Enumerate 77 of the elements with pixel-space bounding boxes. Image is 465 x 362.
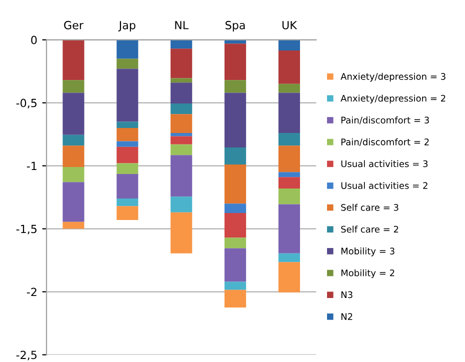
bar: [224, 44, 246, 80]
bar: [170, 133, 192, 136]
bar: [116, 198, 138, 206]
bar: [278, 92, 300, 134]
bar: [278, 253, 300, 262]
bar: [62, 92, 84, 135]
x-tick-label: Jap: [118, 21, 136, 32]
bar: [62, 80, 84, 93]
bar: [116, 58, 138, 69]
bar: [116, 146, 138, 164]
bar: [116, 128, 138, 142]
bar: [170, 78, 192, 83]
bar: [116, 68, 138, 122]
bar: [116, 141, 138, 147]
bar: [170, 196, 192, 212]
bar: [116, 122, 138, 128]
legend-label: N2: [341, 313, 352, 320]
y-tick-label: -2,5: [16, 350, 37, 360]
bar: [170, 40, 192, 49]
y-tick-label: 0: [31, 36, 37, 44]
bar: [278, 84, 300, 93]
bar: [278, 40, 300, 51]
bar: [278, 177, 300, 188]
bar: [278, 188, 300, 204]
bar: [62, 134, 84, 146]
legend-label: Pain/discomfort = 2: [341, 138, 429, 146]
legend-label: Pain/discomfort = 3: [341, 116, 429, 124]
legend-label: Anxiety/depression = 3: [340, 72, 446, 82]
bar: [170, 82, 192, 104]
bar: [62, 40, 84, 80]
y-tick-label: -0,5: [16, 98, 37, 108]
bar: [278, 172, 300, 178]
bar: [278, 133, 300, 146]
bar: [170, 103, 192, 114]
bar: [116, 40, 138, 59]
bar: [116, 206, 138, 220]
bar: [224, 204, 246, 214]
bar: [278, 50, 300, 84]
y-tick-label: -1: [26, 162, 36, 170]
bar: [224, 238, 246, 248]
legend-label: Self care = 2: [341, 226, 398, 233]
bar: [224, 92, 246, 148]
bar: [170, 114, 192, 134]
bar: [170, 212, 192, 254]
bar: [116, 174, 138, 199]
x-tick-label: NL: [175, 21, 189, 30]
x-tick-label: Spa: [226, 20, 245, 32]
bar: [278, 146, 300, 172]
bar: [170, 136, 192, 144]
bar: [224, 290, 246, 308]
legend-label: Mobility = 3: [341, 247, 394, 256]
legend-label: Usual activities = 3: [341, 160, 428, 168]
x-tick-label: Ger: [64, 20, 84, 30]
bar: [62, 222, 84, 229]
legend-label: Anxiety/depression = 2: [340, 94, 446, 104]
bar: [170, 48, 192, 78]
bar: [62, 182, 84, 222]
bar: [278, 204, 300, 254]
bar: [224, 213, 246, 238]
bar: [116, 163, 138, 174]
bar: [224, 282, 246, 290]
bar: [224, 148, 246, 165]
x-tick-label: UK: [282, 21, 298, 30]
bar: [224, 248, 246, 282]
legend-label: Self care = 3: [341, 204, 398, 211]
bar: [170, 155, 192, 197]
bar: [224, 164, 246, 204]
bar: [62, 146, 84, 168]
legend-label: Mobility = 2: [341, 269, 394, 278]
legend-label: N3: [341, 291, 352, 298]
legend-label: Usual activities = 2: [341, 182, 428, 189]
bar: [278, 262, 300, 292]
bar: [170, 144, 192, 156]
y-tick-label: -2: [26, 288, 36, 296]
y-tick-label: -1,5: [16, 224, 37, 234]
bar: [62, 167, 84, 182]
bar: [224, 80, 246, 93]
